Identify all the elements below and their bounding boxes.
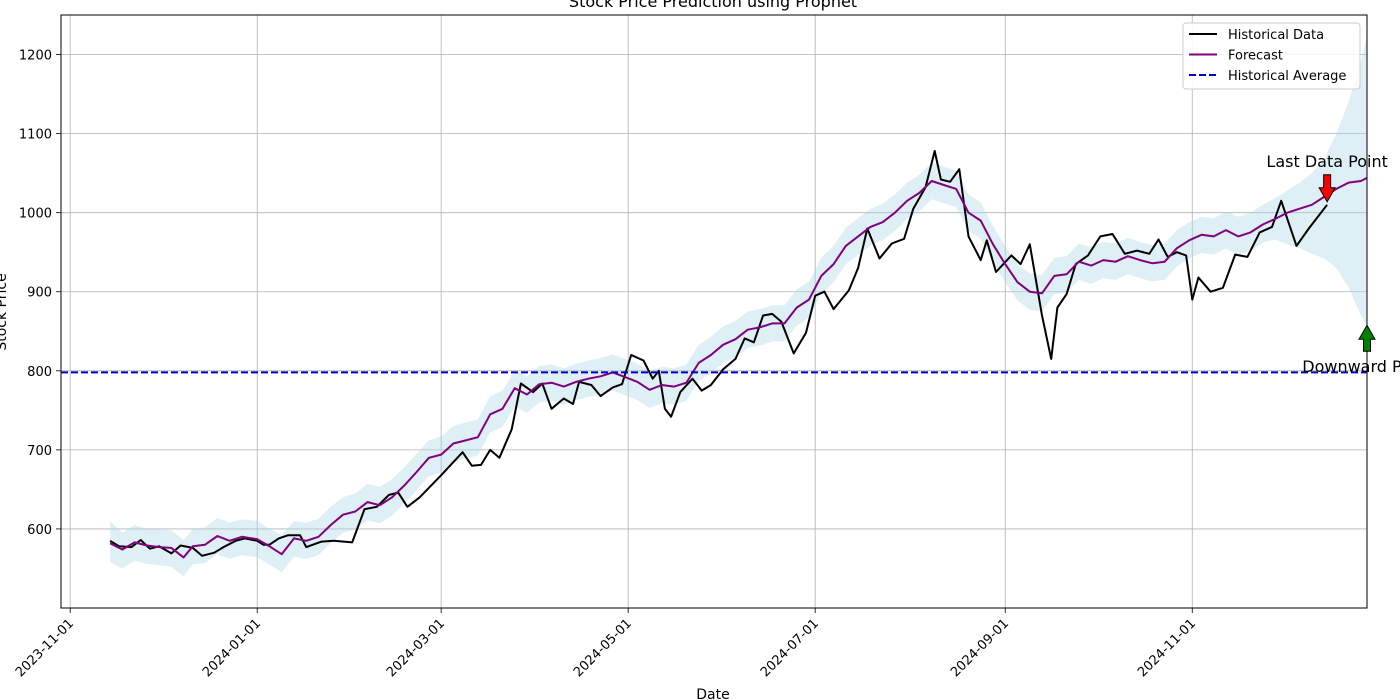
forecast-line: [109, 177, 1368, 559]
historical-data-line: [109, 150, 1328, 557]
last-data-point-label: Last Data Point: [1266, 152, 1387, 171]
legend-label: Historical Data: [1228, 28, 1324, 43]
y-tick-label: 1200: [19, 49, 52, 64]
downward-point-label: Downward Point: [1302, 357, 1400, 376]
y-tick-label: 600: [27, 523, 52, 538]
x-tick-label: 2024-07-01: [758, 616, 822, 680]
axes: 2023-11-01 2024-01-01 2024-03-01 2024-05-01…: [13, 14, 1368, 680]
annotations: Last Data Point Downward Point: [1266, 152, 1400, 376]
legend-box: [1182, 22, 1361, 90]
x-tick-label: 2024-11-01: [1135, 616, 1199, 680]
chart-title: Stock Price Prediction using Prophet: [569, 0, 857, 11]
x-tick-label: 2024-05-01: [571, 616, 635, 680]
x-tick-label: 2024-03-01: [384, 616, 448, 680]
forecast-uncertainty-band: [110, 34, 1368, 577]
x-tick-label: 2024-01-01: [200, 616, 264, 680]
legend-label: Forecast: [1228, 49, 1283, 64]
series-lines: [61, 150, 1368, 559]
y-tick-label: 900: [27, 286, 52, 301]
x-axis-label: Date: [696, 687, 729, 700]
last-data-point-arrow: [1318, 174, 1337, 203]
grid: [61, 15, 1367, 608]
y-tick-label: 700: [27, 444, 52, 459]
legend-label: Historical Average: [1228, 69, 1346, 84]
plot-frame: [60, 14, 1368, 609]
y-axis-label: Stock Price: [0, 273, 10, 350]
downward-point-arrow: [1358, 324, 1376, 352]
legend: Historical Data Forecast Historical Averag…: [1182, 22, 1361, 90]
x-tick-label: 2023-11-01: [13, 616, 77, 680]
x-tick-label: 2024-09-01: [948, 616, 1012, 680]
confidence-band: [110, 34, 1368, 577]
y-tick-label: 1100: [19, 128, 52, 143]
y-tick-label: 800: [27, 365, 52, 380]
y-tick-label: 1000: [19, 207, 52, 222]
